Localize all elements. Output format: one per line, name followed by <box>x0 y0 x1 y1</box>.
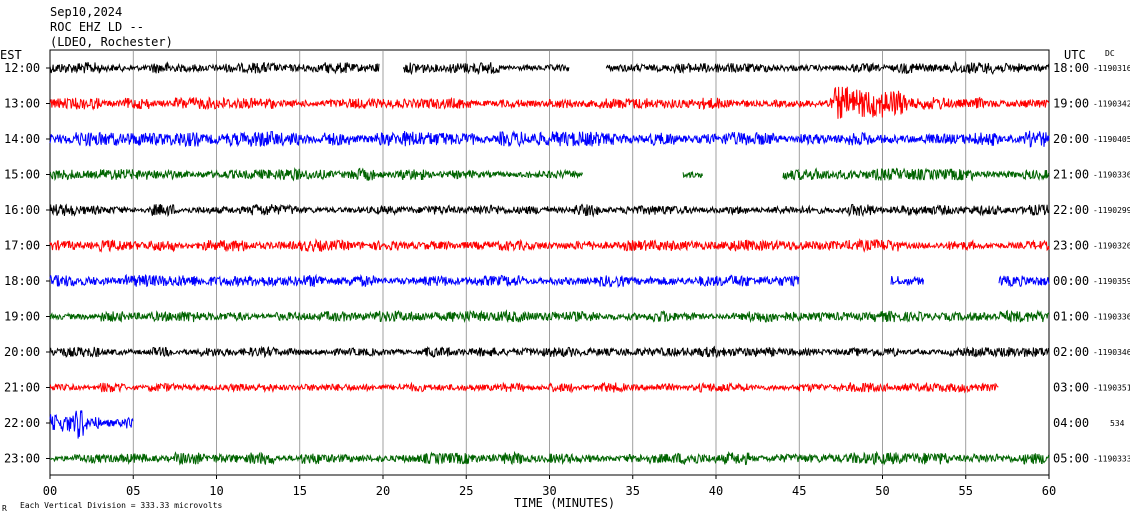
est-row-label: 14:00 <box>4 132 40 146</box>
est-row-label: 13:00 <box>4 97 40 111</box>
est-row-label: 19:00 <box>4 310 40 324</box>
row-offset-value: -1190405 <box>1093 135 1130 144</box>
row-labels: 12:00 18:00 -1190316 13:00 19:00 -1190342 14:0… <box>4 61 1130 466</box>
scale-note: Each Vertical Division = 333.33 microvol… <box>20 501 222 510</box>
trace-row-2000 <box>49 345 1050 359</box>
utc-row-label: 19:00 <box>1053 97 1089 111</box>
trace-row-1700 <box>49 237 1050 253</box>
x-axis-ticks: 00 05 10 15 20 25 30 35 40 45 50 55 60 <box>43 475 1056 498</box>
trace-row-1200 <box>49 60 1050 76</box>
header-station: ROC EHZ LD -- <box>50 20 144 34</box>
utc-row-label: 04:00 <box>1053 416 1089 430</box>
right-axis-label: UTC <box>1064 48 1086 62</box>
utc-row-label: 18:00 <box>1053 61 1089 75</box>
est-row-label: 23:00 <box>4 452 40 466</box>
est-row-label: 16:00 <box>4 203 40 217</box>
row-offset-value: 534 <box>1110 419 1125 428</box>
utc-row-label: 01:00 <box>1053 310 1089 324</box>
x-tick-label: 05 <box>126 484 140 498</box>
trace-row-1800 <box>49 273 1050 289</box>
trace-row-1900 <box>49 309 1050 324</box>
x-tick-label: 25 <box>459 484 473 498</box>
x-tick-label: 45 <box>792 484 806 498</box>
x-tick-label: 60 <box>1042 484 1056 498</box>
x-tick-label: 35 <box>626 484 640 498</box>
grid-lines <box>132 50 967 475</box>
row-offset-value: -1190359 <box>1093 277 1130 286</box>
utc-row-label: 20:00 <box>1053 132 1089 146</box>
trace-group <box>49 60 1050 466</box>
x-tick-label: 15 <box>293 484 307 498</box>
est-row-label: 15:00 <box>4 168 40 182</box>
row-offset-value: -1190316 <box>1093 64 1130 73</box>
utc-row-label: 02:00 <box>1053 345 1089 359</box>
x-tick-label: 55 <box>959 484 973 498</box>
x-tick-label: 50 <box>875 484 889 498</box>
left-axis-label: EST <box>0 48 22 62</box>
right-corner-label: DC <box>1105 49 1115 58</box>
header-network: (LDEO, Rochester) <box>50 35 173 49</box>
trace-row-1500 <box>49 167 1050 182</box>
row-offset-value: -1190351 <box>1093 384 1130 393</box>
x-tick-label: 40 <box>709 484 723 498</box>
est-row-label: 17:00 <box>4 239 40 253</box>
row-offset-value: -1190336 <box>1093 313 1130 322</box>
row-offset-value: -1190336 <box>1093 171 1130 180</box>
est-row-label: 21:00 <box>4 381 40 395</box>
trace-row-1400 <box>49 130 1050 148</box>
x-axis-title: TIME (MINUTES) <box>514 496 615 510</box>
x-tick-label: 10 <box>209 484 223 498</box>
row-offset-value: -1190299 <box>1093 206 1130 215</box>
utc-row-label: 23:00 <box>1053 239 1089 253</box>
corner-mark: R <box>2 504 7 513</box>
utc-row-label: 21:00 <box>1053 168 1089 182</box>
trace-row-1300 <box>49 86 1050 119</box>
est-row-label: 20:00 <box>4 345 40 359</box>
x-tick-label: 20 <box>376 484 390 498</box>
row-offset-value: -1190346 <box>1093 348 1130 357</box>
x-tick-label: 30 <box>542 484 556 498</box>
trace-row-1600 <box>49 203 1050 218</box>
utc-row-label: 05:00 <box>1053 452 1089 466</box>
utc-row-label: 22:00 <box>1053 203 1089 217</box>
utc-row-label: 00:00 <box>1053 274 1089 288</box>
row-offset-value: -1190326 <box>1093 242 1130 251</box>
est-row-label: 18:00 <box>4 274 40 288</box>
utc-row-label: 03:00 <box>1053 381 1089 395</box>
row-offset-value: -1190342 <box>1093 100 1130 109</box>
row-offset-value: -1190333 <box>1093 455 1130 464</box>
x-tick-label: 00 <box>43 484 57 498</box>
est-row-label: 22:00 <box>4 416 40 430</box>
trace-row-2300 <box>49 450 1050 466</box>
header-date: Sep10,2024 <box>50 5 122 19</box>
est-row-label: 12:00 <box>4 61 40 75</box>
